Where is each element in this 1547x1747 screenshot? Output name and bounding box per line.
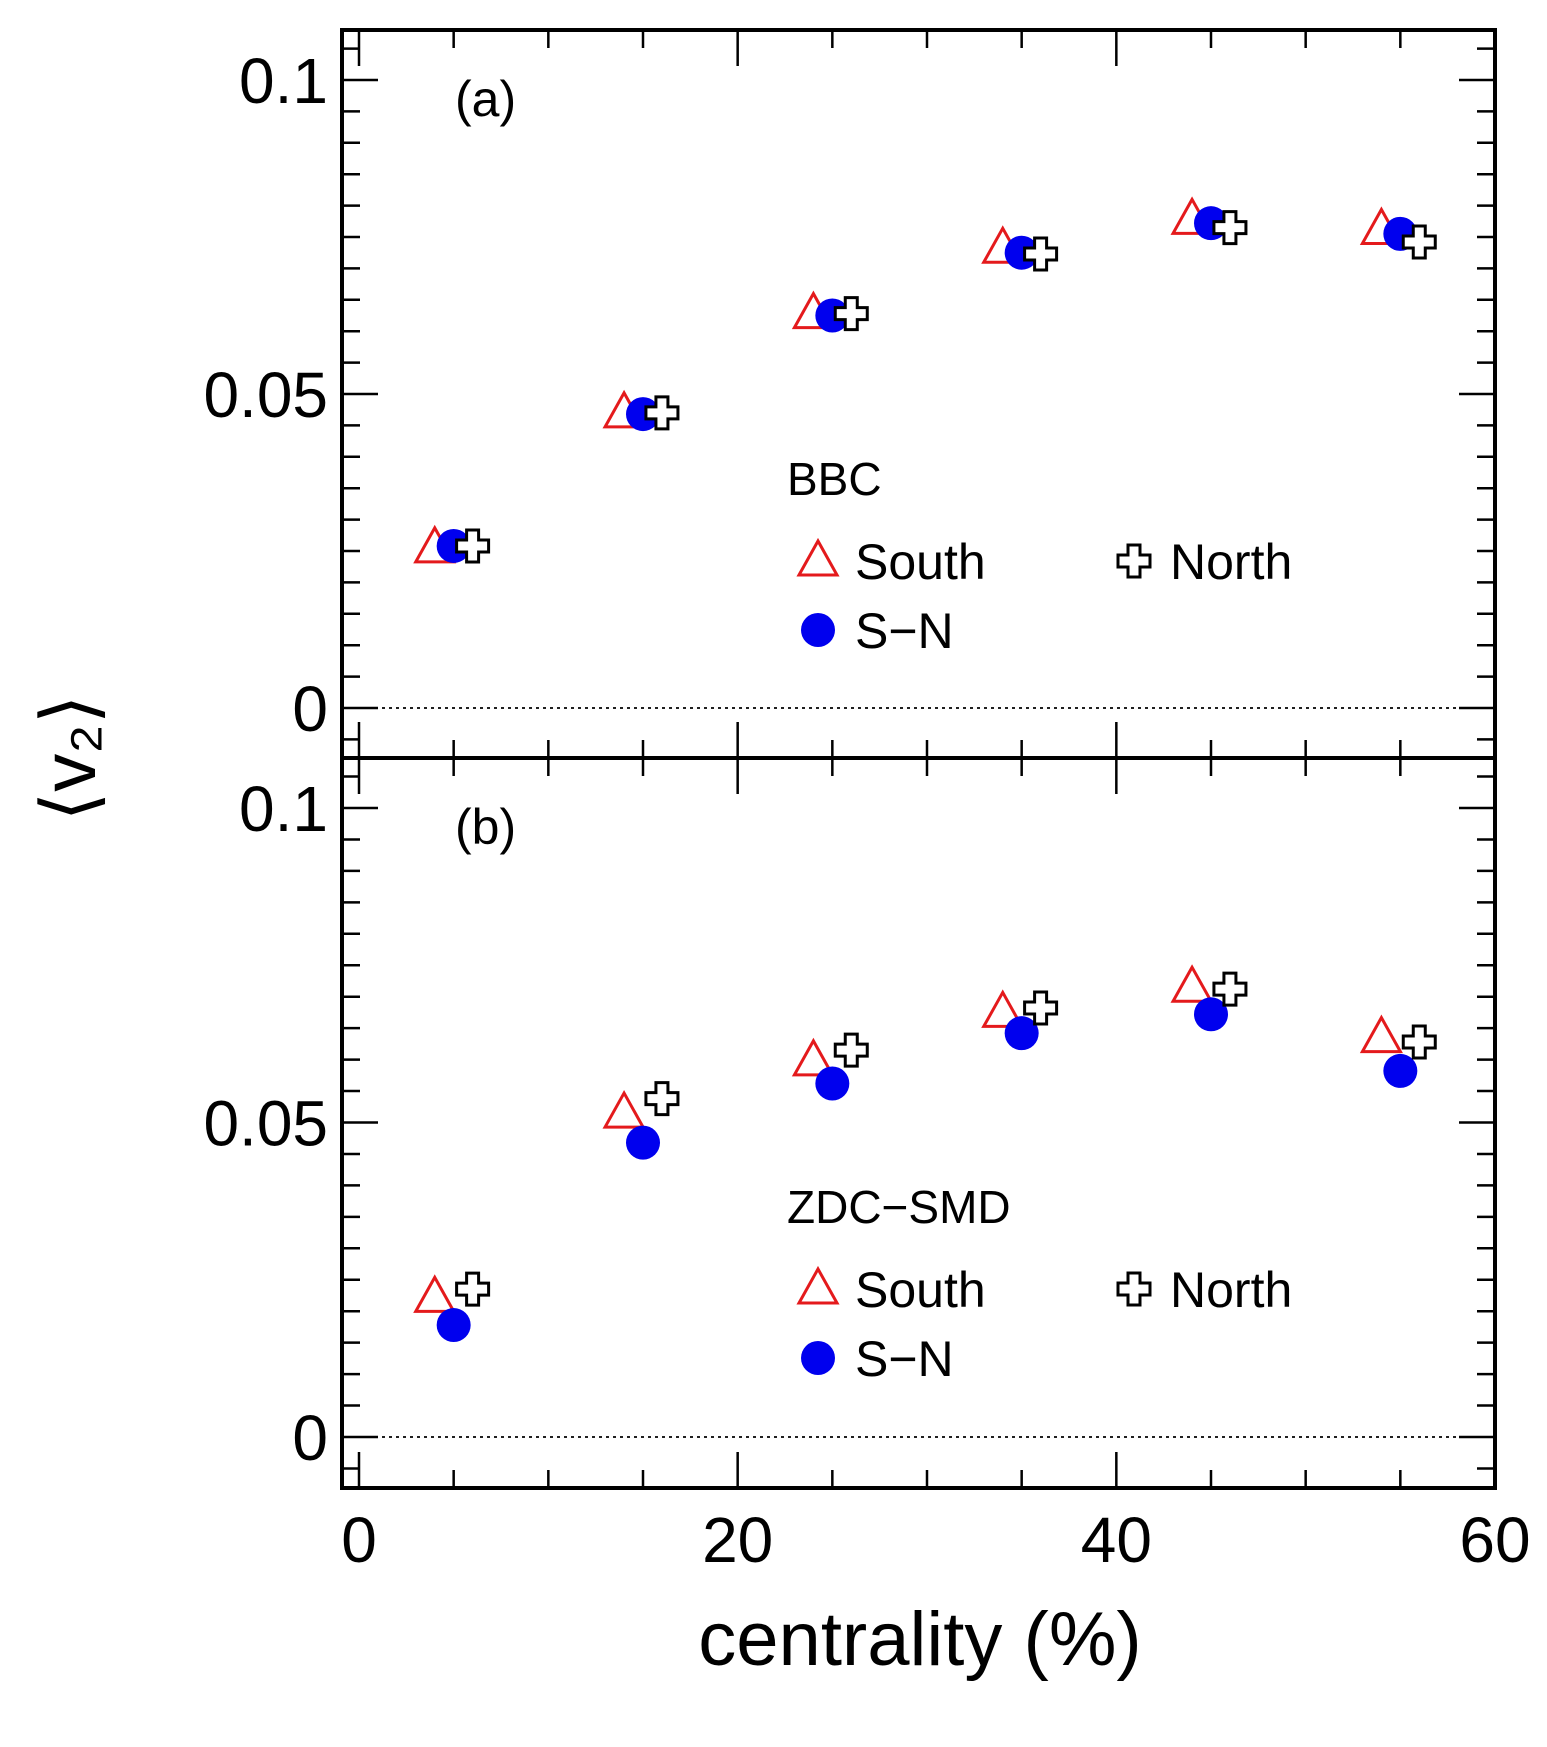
y-tick-label: 0 xyxy=(292,673,328,745)
series-south xyxy=(413,196,1403,564)
legend-marker xyxy=(801,613,835,647)
legend-marker xyxy=(796,1265,840,1305)
data-point xyxy=(1212,210,1248,246)
legend-label: South xyxy=(855,1262,986,1318)
data-point xyxy=(626,1125,660,1160)
legend-label: S−N xyxy=(855,1331,954,1387)
series-s-minus-n xyxy=(436,206,1418,563)
data-point xyxy=(791,1037,835,1077)
data-point xyxy=(644,1081,680,1117)
chart-panel: 0 0.05 0.1 (a) BBC South North S−N xyxy=(203,28,1497,760)
chart-panel: 0 0.05 0.1 (b) ZDC−SMD South North S−N xyxy=(203,756,1497,1490)
data-point xyxy=(436,528,471,563)
data-point xyxy=(644,395,680,431)
data-point xyxy=(1383,1053,1418,1088)
x-tick-label: 20 xyxy=(702,1504,773,1576)
y-tick-label: 0.05 xyxy=(203,359,328,431)
data-point xyxy=(413,1274,457,1313)
legend-marker xyxy=(1116,543,1152,579)
data-point xyxy=(1359,1014,1403,1054)
data-point xyxy=(833,296,869,332)
series-north xyxy=(455,971,1437,1307)
legend-title: ZDC−SMD xyxy=(787,1181,1011,1233)
series-s-minus-n xyxy=(436,997,1418,1343)
data-point xyxy=(981,989,1025,1028)
legend-title: BBC xyxy=(787,453,882,505)
y-tick-label: 0.1 xyxy=(239,45,328,117)
x-axis-title: centrality (%) xyxy=(698,1597,1141,1682)
data-point xyxy=(815,1066,850,1101)
data-point xyxy=(1023,236,1059,272)
legend-marker xyxy=(1116,1271,1152,1307)
y-axis-title: ⟨v₂⟩ xyxy=(27,695,112,822)
y-tick-label: 0.1 xyxy=(239,773,328,845)
legend-label: S−N xyxy=(855,603,954,659)
panel-label: (a) xyxy=(455,71,516,127)
data-point xyxy=(1212,971,1248,1007)
x-tick-label: 0 xyxy=(341,1504,377,1576)
y-tick-label: 0 xyxy=(292,1402,328,1474)
legend-label: North xyxy=(1170,1262,1292,1318)
data-point xyxy=(455,1271,491,1307)
legend-marker xyxy=(796,537,840,577)
legend-label: North xyxy=(1170,534,1292,590)
panel-label: (b) xyxy=(455,799,516,855)
x-tick-label: 60 xyxy=(1459,1504,1530,1576)
data-point xyxy=(833,1032,869,1068)
data-point xyxy=(1401,224,1437,260)
series-north xyxy=(455,210,1437,564)
data-point xyxy=(436,1308,471,1343)
legend-marker xyxy=(801,1341,835,1375)
data-point xyxy=(455,528,491,564)
legend: BBC South North S−N xyxy=(787,453,1292,659)
data-point xyxy=(1194,997,1228,1032)
data-point xyxy=(602,1089,646,1129)
legend-label: South xyxy=(855,534,986,590)
data-point xyxy=(1023,990,1059,1026)
data-point xyxy=(1401,1024,1437,1060)
series-south xyxy=(413,964,1403,1313)
legend: ZDC−SMD South North S−N xyxy=(787,1181,1292,1387)
y-tick-label: 0.05 xyxy=(203,1088,328,1160)
data-point xyxy=(1004,1016,1039,1051)
x-tick-label: 40 xyxy=(1081,1504,1152,1576)
data-point xyxy=(1170,964,1214,1003)
